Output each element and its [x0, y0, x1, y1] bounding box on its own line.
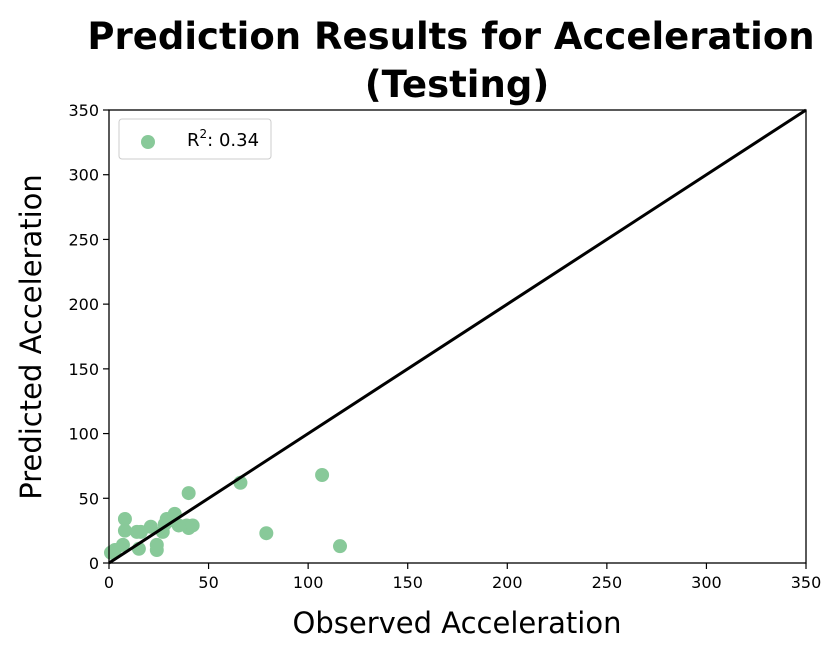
data-point	[185, 518, 200, 533]
x-tick-label: 50	[198, 573, 218, 592]
y-tick-label: 100	[68, 425, 99, 444]
legend-marker	[141, 135, 155, 149]
x-tick-label: 250	[592, 573, 623, 592]
y-tick-label: 300	[68, 166, 99, 185]
legend-label-base: R	[187, 130, 200, 151]
data-point	[181, 486, 196, 501]
data-point	[259, 526, 274, 541]
x-tick-label: 300	[691, 573, 722, 592]
x-axis-label: Observed Acceleration	[293, 606, 622, 640]
data-point	[143, 519, 158, 534]
x-tick-label: 100	[293, 573, 324, 592]
legend-label: R2: 0.34	[187, 127, 259, 151]
reference-line	[108, 108, 807, 565]
y-tick-label: 200	[68, 295, 99, 314]
data-point	[117, 523, 132, 538]
data-point	[315, 467, 330, 482]
y-tick-label: 250	[68, 230, 99, 249]
y-tick-label: 0	[89, 554, 99, 573]
plot-frame	[108, 109, 807, 564]
x-tick-label: 0	[104, 573, 114, 592]
y-tick-label: 50	[79, 489, 99, 508]
y-tick-label: 150	[68, 360, 99, 379]
plot-area: 0 50 100 150 200 250 300 350 0 50 100 150 200 250 300 3…	[68, 101, 821, 592]
data-point	[117, 511, 132, 526]
data-point	[115, 537, 130, 552]
chart-title-line1: Prediction Results for Acceleration	[87, 15, 814, 58]
legend-label-superscript: 2	[200, 127, 208, 141]
data-point	[333, 539, 348, 554]
legend-box	[118, 118, 272, 160]
y-tick-label: 350	[68, 101, 99, 120]
chart-title-line2: (Testing)	[365, 63, 549, 106]
legend-label-value: : 0.34	[207, 130, 259, 151]
y-axis-label: Predicted Acceleration	[14, 174, 48, 500]
x-tick-label: 200	[492, 573, 523, 592]
x-tick-label: 350	[791, 573, 822, 592]
data-point	[149, 543, 164, 558]
x-tick-label: 150	[392, 573, 423, 592]
